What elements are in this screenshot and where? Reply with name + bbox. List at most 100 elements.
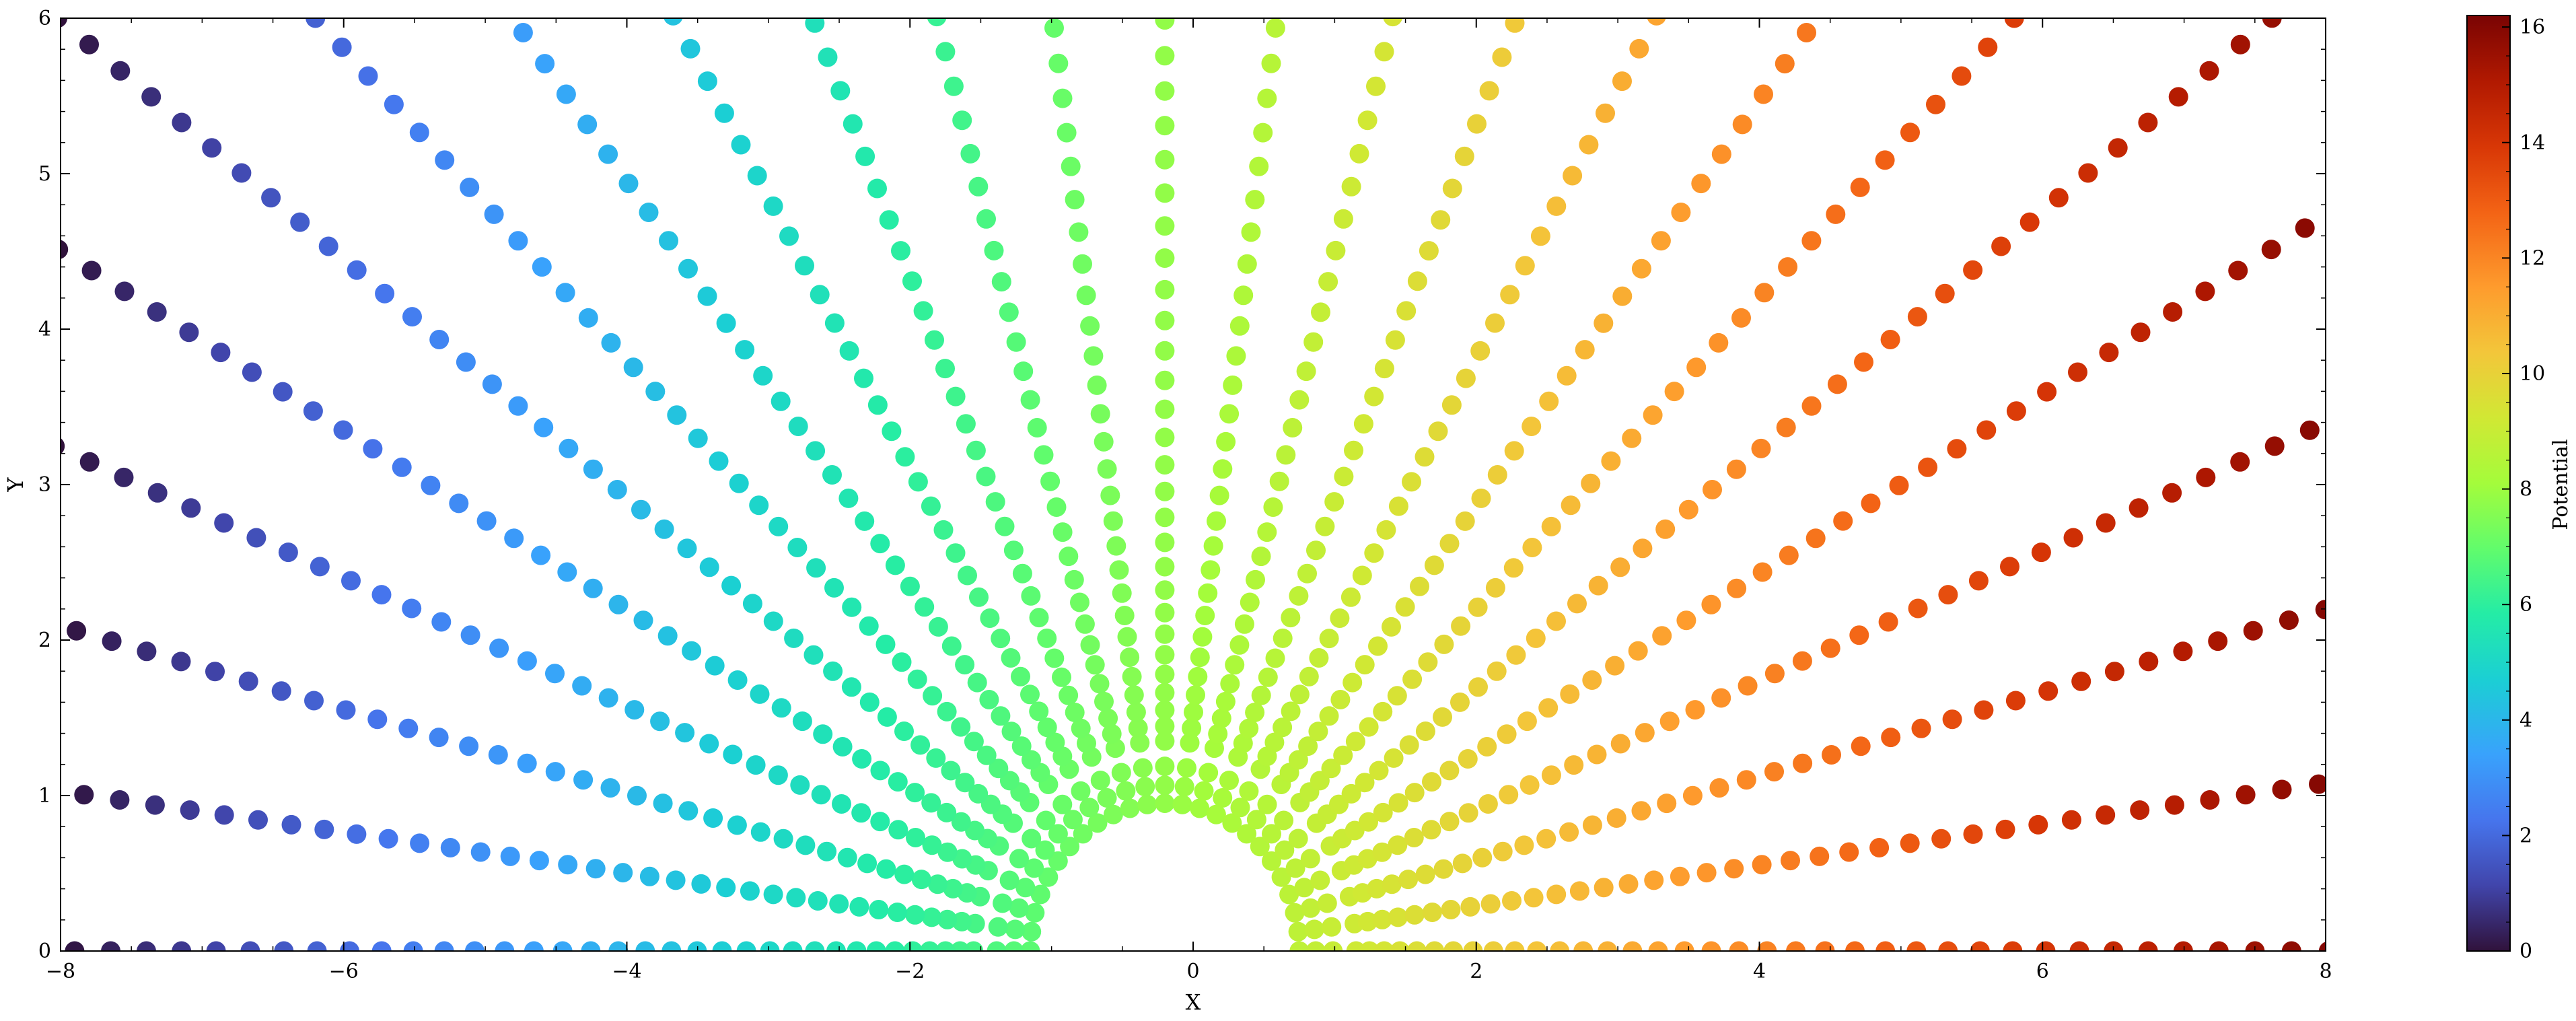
scatter-point bbox=[1424, 555, 1444, 575]
scatter-point bbox=[1452, 853, 1472, 874]
scatter-point bbox=[1729, 941, 1749, 951]
scatter-point bbox=[1040, 0, 1060, 1]
scatter-point bbox=[1301, 898, 1320, 918]
scatter-point bbox=[1237, 824, 1257, 844]
scatter-point bbox=[1431, 210, 1451, 230]
scatter-point bbox=[1373, 701, 1393, 721]
scatter-point bbox=[1629, 38, 1649, 59]
scatter-point bbox=[2131, 322, 2151, 343]
scatter-point bbox=[955, 773, 975, 793]
scatter-point bbox=[1942, 709, 1962, 730]
scatter-point bbox=[1155, 557, 1175, 577]
scatter-point bbox=[1472, 847, 1493, 868]
scatter-point bbox=[1234, 614, 1254, 634]
scatter-point bbox=[1404, 905, 1425, 925]
scatter-point bbox=[1839, 842, 1859, 862]
scatter-point bbox=[1606, 808, 1626, 828]
scatter-point bbox=[1550, 941, 1570, 951]
scatter-point bbox=[456, 352, 476, 372]
scatter-point bbox=[1069, 222, 1089, 242]
scatter-point bbox=[1155, 700, 1175, 720]
scatter-point bbox=[1686, 357, 1707, 378]
scatter-point bbox=[1262, 824, 1281, 844]
scatter-point bbox=[1257, 794, 1277, 814]
scatter-point bbox=[1415, 864, 1435, 884]
scatter-point bbox=[1089, 674, 1110, 694]
scatter-point bbox=[805, 941, 825, 951]
scatter-point bbox=[529, 851, 549, 871]
scatter-point bbox=[1726, 459, 1746, 479]
scatter-point bbox=[740, 881, 760, 901]
scatter-point bbox=[933, 520, 954, 540]
scatter-point bbox=[813, 724, 833, 744]
scatter-point bbox=[1546, 611, 1566, 631]
scatter-point bbox=[1674, 941, 1694, 951]
scatter-point bbox=[903, 941, 923, 951]
scatter-point bbox=[476, 511, 497, 531]
scatter-point bbox=[657, 626, 678, 646]
x-axis: −8 −6 −4 −2 0 2 4 6 8 bbox=[46, 18, 2332, 983]
scatter-point bbox=[1080, 316, 1100, 336]
scatter-point bbox=[1827, 374, 1847, 394]
scatter-point bbox=[760, 941, 780, 951]
scatter-point bbox=[822, 465, 842, 485]
scatter-point bbox=[1114, 606, 1135, 625]
scatter-point bbox=[1752, 855, 1772, 875]
scatter-point bbox=[585, 859, 606, 879]
scatter-point bbox=[999, 870, 1019, 890]
scatter-point bbox=[1155, 341, 1175, 361]
scatter-point bbox=[145, 795, 165, 815]
scatter-point bbox=[1833, 511, 1853, 531]
scatter-point bbox=[697, 286, 717, 306]
scatter-point bbox=[1359, 812, 1378, 832]
scatter-point bbox=[558, 855, 578, 875]
scatter-point bbox=[1321, 759, 1341, 779]
scatter-point bbox=[1319, 706, 1339, 726]
scatter-point bbox=[271, 681, 291, 701]
scatter-point bbox=[1573, 941, 1594, 951]
scatter-point bbox=[742, 594, 762, 614]
scatter-point bbox=[1094, 691, 1114, 711]
scatter-point bbox=[2031, 542, 2051, 563]
scatter-point bbox=[2352, 589, 2371, 608]
scatter-point bbox=[950, 941, 970, 951]
scatter-point bbox=[460, 177, 480, 197]
scatter-point bbox=[1396, 301, 1417, 321]
scatter-point bbox=[1343, 672, 1363, 693]
colorbar-tick-label: 10 bbox=[2519, 362, 2545, 386]
scatter-point bbox=[1670, 866, 1690, 886]
scatter-point bbox=[1696, 863, 1717, 883]
scatter-point bbox=[910, 735, 931, 755]
scatter-point bbox=[1233, 733, 1253, 753]
scatter-point bbox=[891, 241, 910, 261]
scatter-point bbox=[1908, 598, 1928, 619]
scatter-point bbox=[843, 114, 863, 134]
scatter-point bbox=[952, 849, 972, 869]
scatter-point bbox=[952, 110, 972, 131]
scatter-point bbox=[803, 645, 824, 665]
scatter-point bbox=[1025, 903, 1045, 923]
scatter-point bbox=[1188, 666, 1208, 686]
scatter-point bbox=[2162, 483, 2182, 503]
scatter-point bbox=[1155, 183, 1175, 203]
scatter-point bbox=[556, 84, 576, 104]
scatter-point bbox=[1005, 919, 1026, 940]
scatter-point bbox=[1059, 547, 1079, 567]
scatter-point bbox=[907, 669, 927, 689]
scatter-point bbox=[824, 577, 844, 598]
scatter-point bbox=[1582, 670, 1602, 690]
scatter-point bbox=[867, 395, 888, 415]
scatter-point bbox=[1155, 580, 1175, 600]
scatter-point bbox=[1087, 375, 1107, 395]
scatter-point bbox=[1881, 728, 1901, 748]
scatter-point bbox=[1779, 545, 1799, 565]
scatter-point bbox=[1155, 248, 1175, 268]
scatter-point bbox=[1201, 560, 1221, 580]
scatter-point bbox=[1374, 359, 1394, 379]
scatter-point bbox=[1052, 88, 1073, 108]
scatter-point bbox=[1155, 149, 1175, 170]
scatter-point bbox=[1732, 114, 1752, 135]
scatter-point bbox=[666, 870, 686, 890]
scatter-point bbox=[2295, 218, 2315, 238]
scatter-point bbox=[508, 396, 528, 416]
